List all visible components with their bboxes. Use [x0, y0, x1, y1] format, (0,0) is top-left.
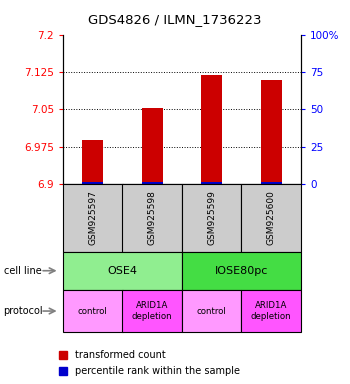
Text: ARID1A
depletion: ARID1A depletion: [251, 301, 292, 321]
Text: transformed count: transformed count: [75, 350, 166, 360]
Text: GDS4826 / ILMN_1736223: GDS4826 / ILMN_1736223: [88, 13, 262, 26]
Text: GSM925598: GSM925598: [148, 190, 157, 245]
Text: cell line: cell line: [4, 266, 41, 276]
Bar: [201, 76, 222, 184]
Text: percentile rank within the sample: percentile rank within the sample: [75, 366, 240, 376]
Text: control: control: [78, 306, 108, 316]
Text: OSE4: OSE4: [107, 266, 138, 276]
Text: IOSE80pc: IOSE80pc: [215, 266, 268, 276]
Bar: [82, 182, 103, 184]
Bar: [142, 182, 163, 184]
Text: GSM925597: GSM925597: [88, 190, 97, 245]
Bar: [261, 182, 282, 184]
Bar: [201, 182, 222, 184]
Text: protocol: protocol: [4, 306, 43, 316]
Bar: [82, 141, 103, 184]
Bar: [142, 108, 163, 184]
Text: ARID1A
depletion: ARID1A depletion: [132, 301, 173, 321]
Bar: [261, 81, 282, 184]
Text: GSM925599: GSM925599: [207, 190, 216, 245]
Text: GSM925600: GSM925600: [267, 190, 276, 245]
Text: control: control: [197, 306, 227, 316]
